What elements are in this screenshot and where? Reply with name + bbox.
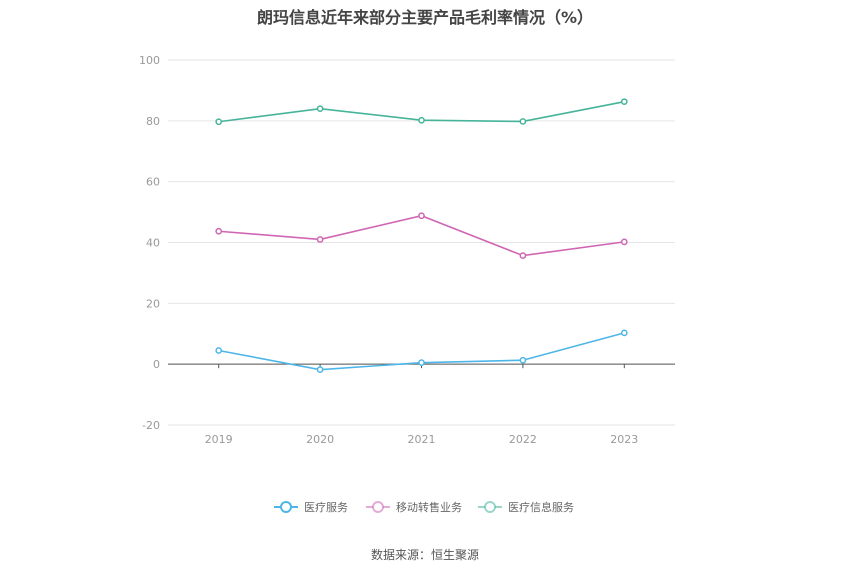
chart-title: 朗玛信息近年来部分主要产品毛利率情况（%） [256,8,594,27]
data-point [519,356,527,364]
y-tick-label: 100 [139,54,160,67]
data-point [620,238,628,246]
data-point [519,252,527,259]
legend-label: 移动转售业务 [396,500,462,514]
data-point [620,98,628,106]
data-point [418,212,425,220]
data-point [215,118,223,126]
x-tick-label: 2020 [306,433,334,446]
legend-marker [372,501,384,513]
legend-marker [280,501,292,513]
y-tick-label: 0 [153,358,160,371]
x-tick-label: 2019 [205,433,233,446]
y-tick-label: -20 [142,419,160,432]
series-line [218,214,625,257]
y-tick-label: 60 [146,176,160,189]
y-tick-label: 20 [146,297,160,310]
data-point [316,366,324,373]
x-tick-label: 2022 [509,433,537,446]
data-point [418,359,425,366]
y-tick-label: 40 [146,237,160,250]
data-point [519,118,527,125]
y-tick-label: 80 [146,115,160,128]
legend-label: 医疗信息服务 [508,500,574,514]
x-tick-label: 2023 [610,433,638,446]
data-point [316,236,324,243]
legend-marker [484,501,496,513]
data-point [215,347,223,354]
data-point [418,116,425,124]
data-point [316,105,324,113]
x-tick-label: 2021 [408,433,436,446]
data-point [215,227,223,235]
data-point [620,329,628,337]
data-source: 数据来源：恒生聚源 [370,548,479,562]
legend-label: 医疗服务 [304,500,348,514]
